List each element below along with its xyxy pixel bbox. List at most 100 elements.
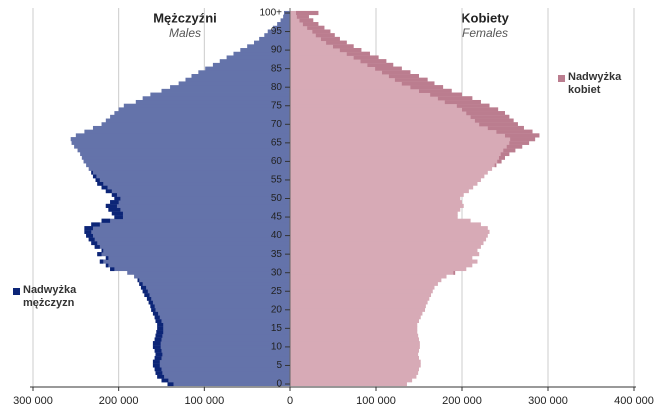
y-tick-label: 100+ [259,8,282,19]
male-bar [114,214,290,220]
male-excess [114,214,123,220]
male-bar [94,244,291,249]
male-bar [155,370,290,375]
male-bar [157,374,290,379]
male-bar [101,122,291,127]
male-bar [154,355,290,361]
male-excess [148,300,153,305]
y-tick-label: 80 [271,82,283,93]
female-excess [456,103,490,108]
axes: 300 000 200 000 100 000 0 100 000 200 000 300 … [13,8,654,407]
male-excess [137,278,140,283]
female-bar [290,367,419,372]
left-title: Mężczyźni [153,10,217,25]
female-bar [290,133,540,138]
x-tick-label: 0 [287,395,293,407]
female-bar [290,378,413,383]
male-excess [97,181,104,186]
female-excess [339,48,362,53]
female-bar [290,88,452,93]
male-bar [156,330,290,335]
x-tick-label: 300 000 [528,395,568,407]
male-bar [259,36,290,42]
male-excess [152,341,161,346]
x-tick-label: 200 000 [442,395,482,407]
male-bar [101,185,291,190]
male-bar [114,111,290,116]
female-bar [290,374,417,379]
female-bar [290,214,458,220]
male-excess [84,229,92,234]
female-excess [312,29,331,34]
female-bar [290,44,354,49]
male-bar [108,207,291,212]
male-bar [81,155,290,160]
female-excess [466,111,505,116]
male-excess [95,177,100,183]
male-bar [95,177,290,183]
male-bar [161,88,290,93]
female-bar [290,125,524,131]
male-bar [83,159,290,164]
male-excess [91,240,98,246]
right-subtitle: Females [462,26,508,40]
y-tick-label: 65 [271,137,283,148]
male-bar [151,307,290,312]
male-bar [77,148,291,153]
female-bar [290,36,340,42]
female-bar [290,233,488,238]
female-bar [290,281,438,286]
female-bar [290,137,536,142]
female-bar [290,48,362,53]
female-excess [496,129,533,134]
x-tick-label: 200 000 [99,395,139,407]
female-bar [290,255,473,260]
male-excess [140,285,147,290]
y-tick-label: 60 [271,156,283,167]
female-bar [290,203,464,208]
female-bar [290,107,499,112]
female-bar [290,92,462,97]
female-bar [290,289,433,294]
male-excess [114,196,121,201]
male-bar [75,133,290,138]
female-bar [290,222,481,227]
male-bar [97,181,290,186]
x-tick-label: 300 000 [13,395,53,407]
female-bar [290,352,419,357]
female-bar [290,174,485,179]
male-bar [144,292,290,298]
female-excess [375,66,402,71]
y-tick-label: 5 [276,360,282,371]
female-bar [290,140,530,145]
female-excess [315,33,335,38]
y-tick-label: 45 [271,212,283,223]
male-bar [142,289,290,294]
female-bar [290,359,421,364]
female-excess [462,107,499,112]
male-bar [178,81,290,86]
male-excess [144,292,150,298]
female-bar [290,333,419,338]
bars [70,10,540,387]
male-excess [155,352,163,357]
male-bar [191,74,290,79]
female-bar [290,322,418,327]
female-bar [290,170,488,175]
female-bar [290,248,478,253]
female-excess [320,36,340,42]
male-excess [157,326,164,331]
female-bar [290,355,419,361]
male-bar [264,33,290,38]
male-bar [155,352,290,357]
female-bar [290,111,505,116]
y-tick-label: 95 [271,26,283,37]
male-bar [140,285,290,290]
male-bar [92,125,290,131]
male-bar [118,107,291,112]
male-bar [134,274,290,279]
male-bar [99,259,290,264]
male-bar [152,363,290,368]
male-excess [88,237,95,242]
female-bar [290,85,444,90]
